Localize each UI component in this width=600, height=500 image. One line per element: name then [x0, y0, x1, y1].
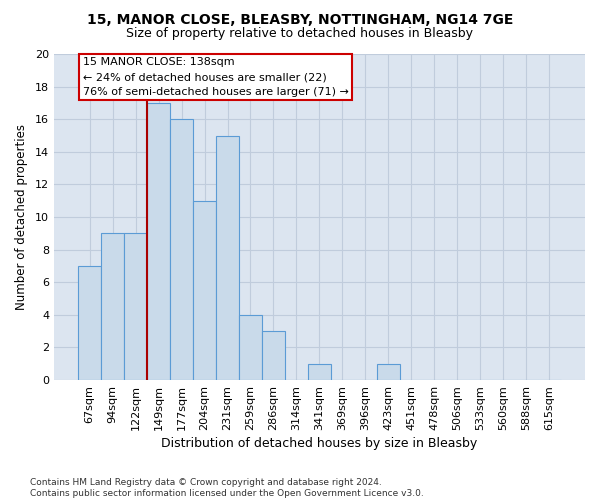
Bar [147, 103, 170, 380]
Y-axis label: Number of detached properties: Number of detached properties [15, 124, 28, 310]
Bar [308, 364, 331, 380]
Text: Contains HM Land Registry data © Crown copyright and database right 2024.
Contai: Contains HM Land Registry data © Crown c… [30, 478, 424, 498]
Bar [377, 364, 400, 380]
Bar [101, 234, 124, 380]
Text: 15 MANOR CLOSE: 138sqm
← 24% of detached houses are smaller (22)
76% of semi-det: 15 MANOR CLOSE: 138sqm ← 24% of detached… [83, 58, 349, 97]
Bar [262, 331, 285, 380]
Text: 15, MANOR CLOSE, BLEASBY, NOTTINGHAM, NG14 7GE: 15, MANOR CLOSE, BLEASBY, NOTTINGHAM, NG… [87, 12, 513, 26]
Bar [239, 315, 262, 380]
Bar [124, 234, 147, 380]
Bar [216, 136, 239, 380]
Bar [193, 200, 216, 380]
Text: Size of property relative to detached houses in Bleasby: Size of property relative to detached ho… [127, 28, 473, 40]
Bar [170, 119, 193, 380]
X-axis label: Distribution of detached houses by size in Bleasby: Distribution of detached houses by size … [161, 437, 478, 450]
Bar [78, 266, 101, 380]
